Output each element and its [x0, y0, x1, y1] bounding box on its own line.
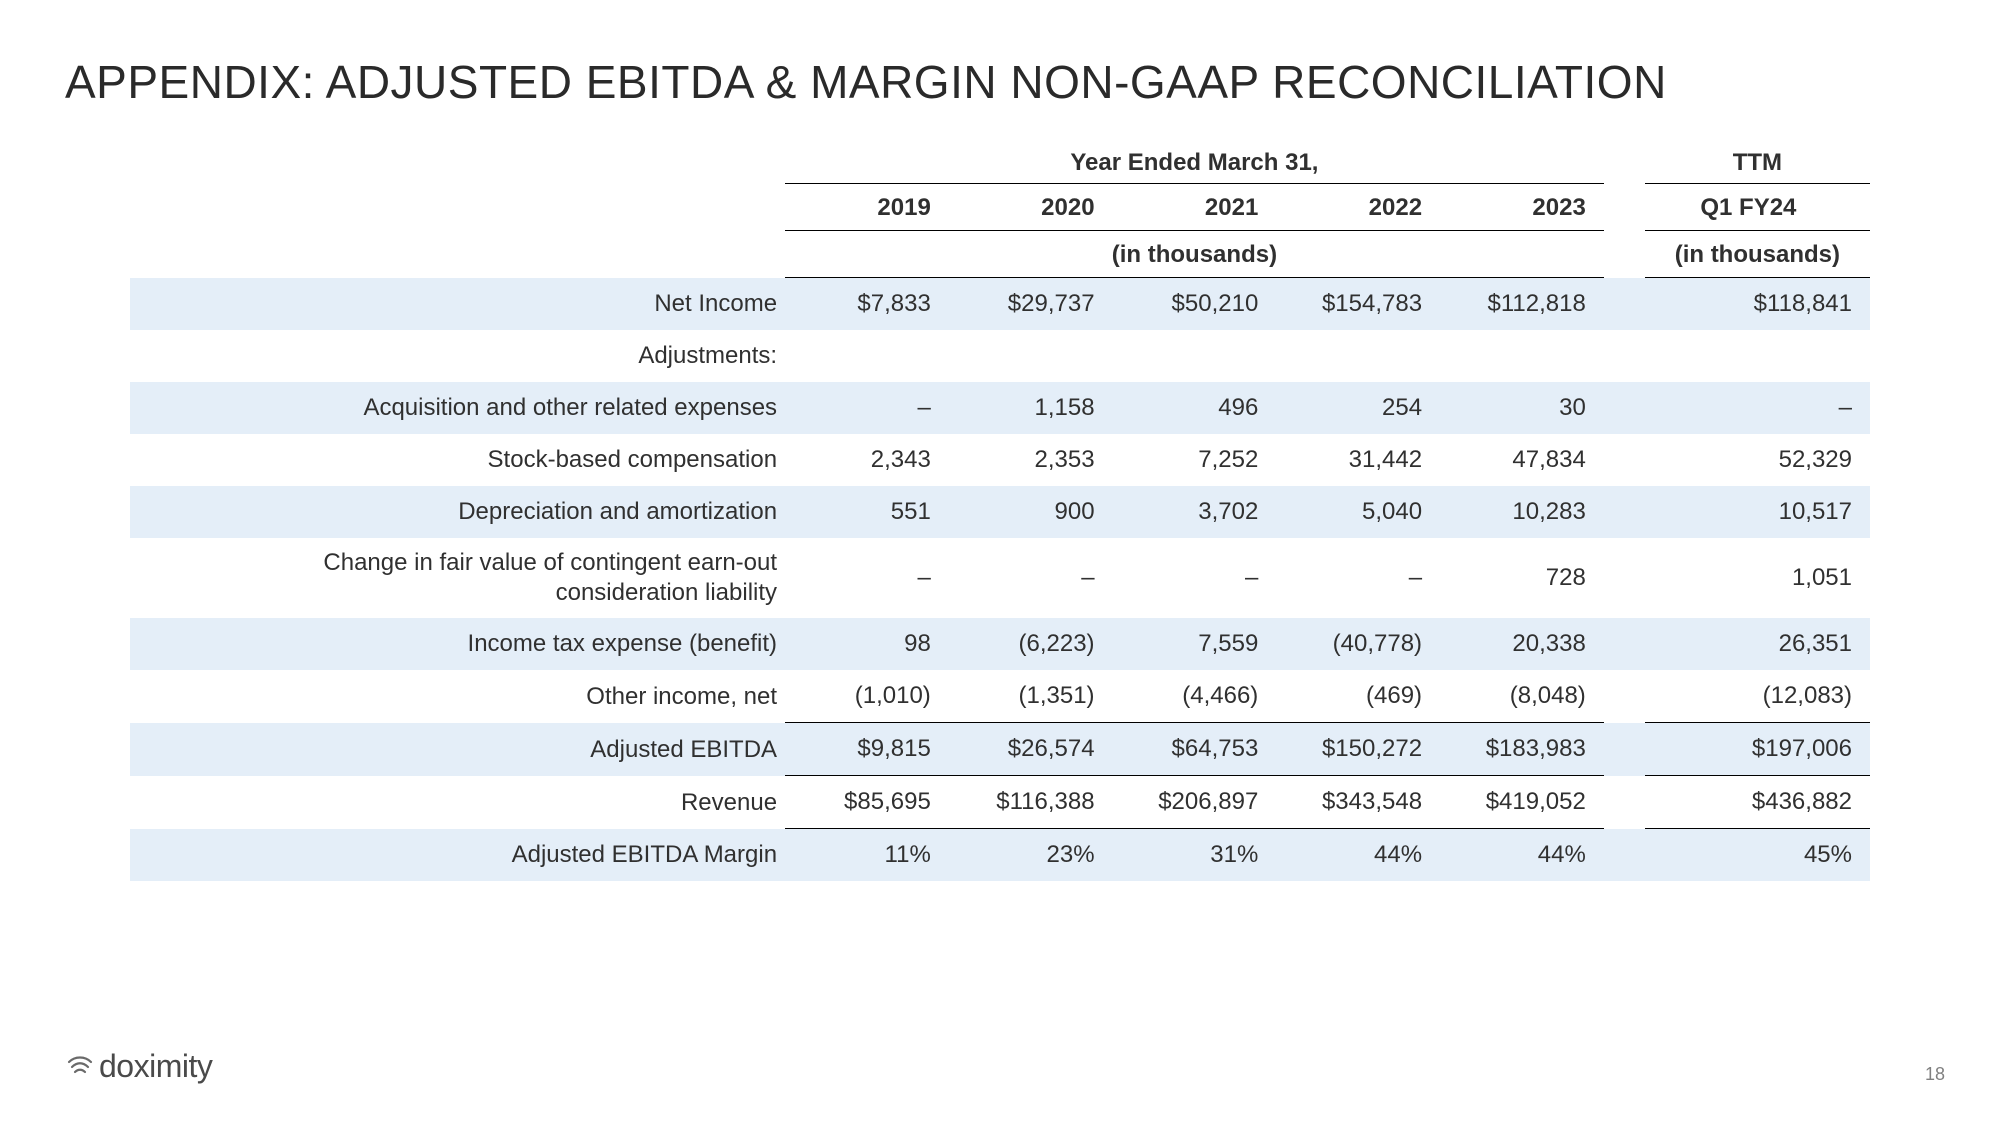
cell: 2,353: [949, 434, 1113, 486]
row-earnout: Change in fair value of contingent earn-…: [130, 538, 1870, 618]
cell: $112,818: [1440, 278, 1604, 330]
cell: 7,252: [1113, 434, 1277, 486]
cell: 900: [949, 486, 1113, 538]
col-2021: 2021: [1113, 184, 1277, 231]
cell: 31,442: [1276, 434, 1440, 486]
cell: 5,040: [1276, 486, 1440, 538]
cell: $419,052: [1440, 776, 1604, 829]
cell: (4,466): [1113, 670, 1277, 723]
cell: 23%: [949, 829, 1113, 881]
col-2020: 2020: [949, 184, 1113, 231]
cell: 728: [1440, 538, 1604, 618]
label-earnout: Change in fair value of contingent earn-…: [130, 538, 785, 618]
cell: 551: [785, 486, 949, 538]
cell: $436,882: [1645, 776, 1870, 829]
brand-logo: doximity: [65, 1048, 212, 1085]
row-sbc: Stock-based compensation 2,343 2,353 7,2…: [130, 434, 1870, 486]
cell: 47,834: [1440, 434, 1604, 486]
cell: 11%: [785, 829, 949, 881]
doximity-mark-icon: [65, 1052, 95, 1082]
cell: 1,158: [949, 382, 1113, 434]
cell: –: [949, 538, 1113, 618]
label-other: Other income, net: [130, 670, 785, 723]
cell: $7,833: [785, 278, 949, 330]
cell: (6,223): [949, 618, 1113, 670]
cell: –: [1645, 382, 1870, 434]
row-net-income: Net Income $7,833 $29,737 $50,210 $154,7…: [130, 278, 1870, 330]
label-acq: Acquisition and other related expenses: [130, 382, 785, 434]
row-acquisition: Acquisition and other related expenses –…: [130, 382, 1870, 434]
cell: 30: [1440, 382, 1604, 434]
cell: 2,343: [785, 434, 949, 486]
row-adjustments-header: Adjustments:: [130, 330, 1870, 382]
cell: $50,210: [1113, 278, 1277, 330]
cell: $64,753: [1113, 723, 1277, 776]
cell: 44%: [1276, 829, 1440, 881]
cell: 496: [1113, 382, 1277, 434]
row-tax: Income tax expense (benefit) 98 (6,223) …: [130, 618, 1870, 670]
cell: $9,815: [785, 723, 949, 776]
cell: $206,897: [1113, 776, 1277, 829]
cell: 26,351: [1645, 618, 1870, 670]
cell: $197,006: [1645, 723, 1870, 776]
cell: –: [785, 538, 949, 618]
col-2022: 2022: [1276, 184, 1440, 231]
row-da: Depreciation and amortization 551 900 3,…: [130, 486, 1870, 538]
cell: $183,983: [1440, 723, 1604, 776]
cell: (1,010): [785, 670, 949, 723]
cell: $343,548: [1276, 776, 1440, 829]
label-revenue: Revenue: [130, 776, 785, 829]
cell: 20,338: [1440, 618, 1604, 670]
header-ttm: TTM: [1645, 149, 1870, 184]
col-ttm-period: Q1 FY24: [1645, 184, 1870, 231]
col-2023: 2023: [1440, 184, 1604, 231]
cell: $150,272: [1276, 723, 1440, 776]
page-title: APPENDIX: ADJUSTED EBITDA & MARGIN NON-G…: [65, 55, 1935, 109]
row-other-income: Other income, net (1,010) (1,351) (4,466…: [130, 670, 1870, 723]
cell: 10,283: [1440, 486, 1604, 538]
label-adj-ebitda: Adjusted EBITDA: [130, 723, 785, 776]
cell: (12,083): [1645, 670, 1870, 723]
label-sbc: Stock-based compensation: [130, 434, 785, 486]
col-2019: 2019: [785, 184, 949, 231]
cell: $154,783: [1276, 278, 1440, 330]
row-adj-ebitda-margin: Adjusted EBITDA Margin 11% 23% 31% 44% 4…: [130, 829, 1870, 881]
cell: 3,702: [1113, 486, 1277, 538]
cell: $118,841: [1645, 278, 1870, 330]
cell: –: [785, 382, 949, 434]
cell: $29,737: [949, 278, 1113, 330]
row-revenue: Revenue $85,695 $116,388 $206,897 $343,5…: [130, 776, 1870, 829]
cell: 45%: [1645, 829, 1870, 881]
label-tax: Income tax expense (benefit): [130, 618, 785, 670]
label-margin: Adjusted EBITDA Margin: [130, 829, 785, 881]
cell: 98: [785, 618, 949, 670]
label-adjustments: Adjustments:: [130, 330, 785, 382]
cell: (1,351): [949, 670, 1113, 723]
cell: $116,388: [949, 776, 1113, 829]
row-adjusted-ebitda: Adjusted EBITDA $9,815 $26,574 $64,753 $…: [130, 723, 1870, 776]
cell: –: [1113, 538, 1277, 618]
cell: $26,574: [949, 723, 1113, 776]
label-net-income: Net Income: [130, 278, 785, 330]
cell: (40,778): [1276, 618, 1440, 670]
cell: 254: [1276, 382, 1440, 434]
cell: (8,048): [1440, 670, 1604, 723]
label-da: Depreciation and amortization: [130, 486, 785, 538]
cell: –: [1276, 538, 1440, 618]
units-main: (in thousands): [785, 231, 1604, 278]
cell: 10,517: [1645, 486, 1870, 538]
page-number: 18: [1925, 1064, 1945, 1085]
cell: 7,559: [1113, 618, 1277, 670]
reconciliation-table: Year Ended March 31, TTM 2019 2020 2021 …: [130, 149, 1870, 881]
cell: 44%: [1440, 829, 1604, 881]
cell: 52,329: [1645, 434, 1870, 486]
cell: $85,695: [785, 776, 949, 829]
cell: 1,051: [1645, 538, 1870, 618]
cell: (469): [1276, 670, 1440, 723]
units-ttm: (in thousands): [1645, 231, 1870, 278]
cell: 31%: [1113, 829, 1277, 881]
header-year-span: Year Ended March 31,: [785, 149, 1604, 184]
brand-name: doximity: [99, 1048, 212, 1085]
